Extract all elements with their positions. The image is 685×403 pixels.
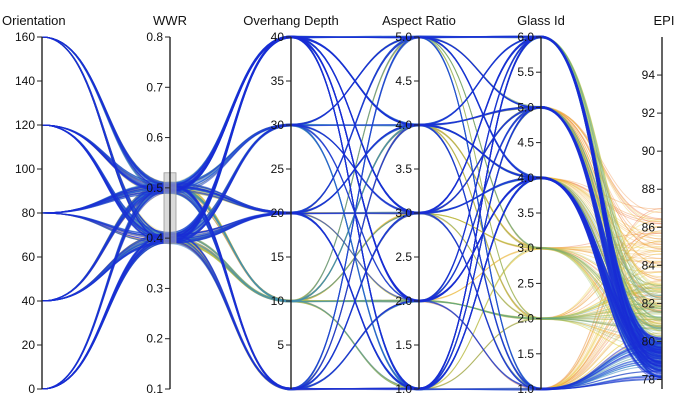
axis-title: WWR bbox=[153, 13, 187, 28]
axes-layer: 020406080100120140160Orientation0.10.20.… bbox=[2, 13, 674, 396]
tick-label: 80 bbox=[642, 334, 656, 348]
tick-label: 1.0 bbox=[395, 382, 412, 396]
axis-overhang-depth[interactable]: 5 10 15 20 25 30 35 40 Overhang Depth bbox=[243, 13, 339, 389]
tick-label: 94 bbox=[642, 68, 656, 82]
tick-label: 4.0 bbox=[395, 118, 412, 132]
tick-label: 20 bbox=[22, 338, 36, 352]
tick-label: 5.5 bbox=[517, 65, 534, 79]
tick-label: 5 bbox=[277, 338, 284, 352]
tick-label: 6.0 bbox=[517, 30, 534, 44]
tick-label: 82 bbox=[642, 296, 656, 310]
tick-label: 10 bbox=[271, 294, 285, 308]
tick-label: 5.0 bbox=[517, 100, 534, 114]
tick-label: 160 bbox=[15, 30, 35, 44]
tick-label: 3.5 bbox=[517, 206, 534, 220]
tick-label: 86 bbox=[642, 220, 656, 234]
tick-label: 2.5 bbox=[517, 276, 534, 290]
tick-label: 0.2 bbox=[146, 332, 163, 346]
tick-label: 2.0 bbox=[517, 312, 534, 326]
tick-label: 0 bbox=[28, 382, 35, 396]
tick-label: 5.0 bbox=[395, 30, 412, 44]
tick-label: 0.7 bbox=[146, 80, 163, 94]
tick-label: 0.3 bbox=[146, 281, 163, 295]
tick-label: 0.8 bbox=[146, 30, 163, 44]
tick-label: 25 bbox=[271, 162, 285, 176]
tick-label: 35 bbox=[271, 74, 285, 88]
tick-label: 3.0 bbox=[517, 241, 534, 255]
tick-label: 140 bbox=[15, 74, 35, 88]
tick-label: 0.5 bbox=[146, 181, 163, 195]
tick-label: 1.5 bbox=[517, 347, 534, 361]
tick-label: 1.5 bbox=[395, 338, 412, 352]
tick-label: 1.0 bbox=[517, 382, 534, 396]
tick-label: 15 bbox=[271, 250, 285, 264]
axis-aspect-ratio[interactable]: 1.0 1.5 2.0 2.5 3.0 3.5 4.0 4.5 5.0 Aspect Ratio bbox=[382, 13, 456, 396]
tick-label: 2.5 bbox=[395, 250, 412, 264]
tick-label: 92 bbox=[642, 106, 656, 120]
axis-glass-id[interactable]: 1.0 1.5 2.0 2.5 3.0 3.5 4.0 4.5 5.0 5.5 6.0 Glass I… bbox=[517, 13, 565, 396]
tick-label: 88 bbox=[642, 182, 656, 196]
axis-orientation[interactable]: 0 20 40 60 80 100 120 140 160 Orientation bbox=[2, 13, 66, 396]
axis-title: Overhang Depth bbox=[243, 13, 338, 28]
axis-title: Aspect Ratio bbox=[382, 13, 456, 28]
tick-label: 78 bbox=[642, 372, 656, 386]
tick-label: 4.5 bbox=[517, 136, 534, 150]
tick-label: 0.1 bbox=[146, 382, 163, 396]
polylines-layer bbox=[41, 35, 663, 391]
tick-label: 0.4 bbox=[146, 231, 163, 245]
tick-label: 3.5 bbox=[395, 162, 412, 176]
axis-wwr[interactable]: 0.1 0.2 0.3 0.4 0.5 0.6 0.7 0.8 WWR bbox=[146, 13, 187, 396]
tick-label: 2.0 bbox=[395, 294, 412, 308]
tick-label: 40 bbox=[271, 30, 285, 44]
tick-label: 120 bbox=[15, 118, 35, 132]
tick-label: 4.5 bbox=[395, 74, 412, 88]
tick-label: 40 bbox=[22, 294, 36, 308]
tick-label: 30 bbox=[271, 118, 285, 132]
data-polyline bbox=[41, 36, 663, 349]
tick-label: 4.0 bbox=[517, 171, 534, 185]
tick-label: 80 bbox=[22, 206, 36, 220]
tick-label: 20 bbox=[271, 206, 285, 220]
tick-label: 90 bbox=[642, 144, 656, 158]
tick-label: 3.0 bbox=[395, 206, 412, 220]
tick-label: 60 bbox=[22, 250, 36, 264]
tick-label: 84 bbox=[642, 258, 656, 272]
tick-label: 100 bbox=[15, 162, 35, 176]
axis-epi[interactable]: 78 80 82 84 86 88 90 92 94 EPI bbox=[642, 13, 675, 389]
tick-label: 0.6 bbox=[146, 131, 163, 145]
axis-title: Glass Id bbox=[517, 13, 565, 28]
data-polyline bbox=[41, 35, 663, 390]
axis-title: EPI bbox=[654, 13, 675, 28]
axis-title: Orientation bbox=[2, 13, 66, 28]
